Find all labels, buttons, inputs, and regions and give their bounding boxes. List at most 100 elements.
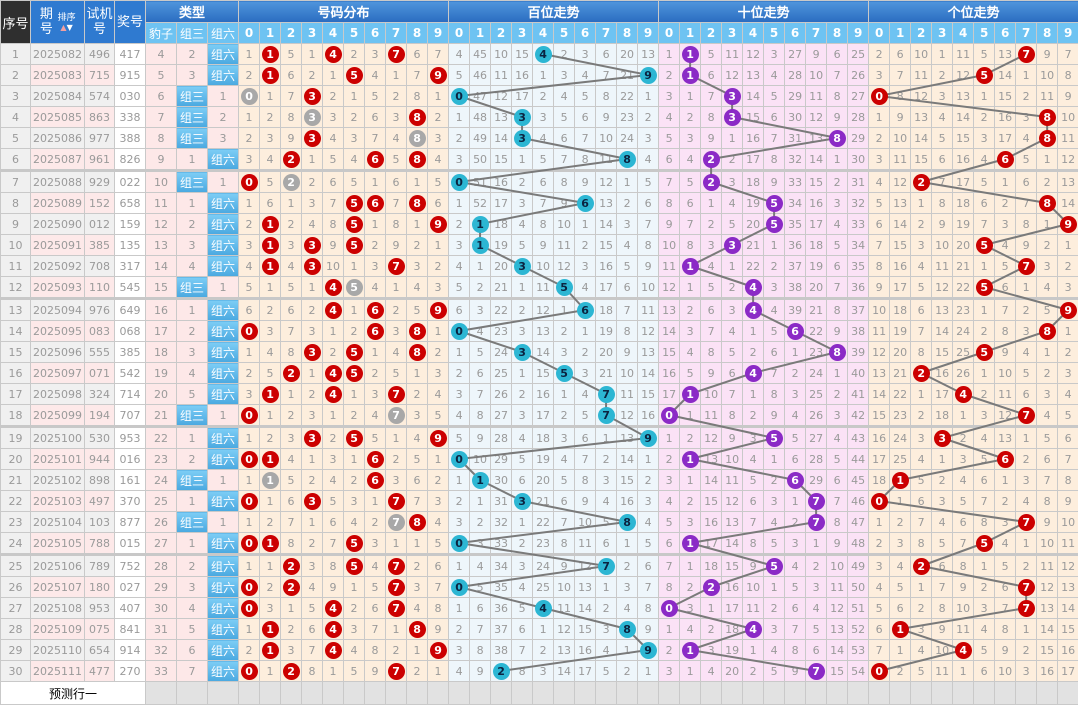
predict-cell[interactable] <box>470 682 491 705</box>
hundreds-cell: 4 <box>617 235 638 256</box>
units-cell: 10 <box>1058 512 1078 533</box>
dist-cell: 3 <box>239 235 260 256</box>
dist-cell: 5 <box>344 427 365 449</box>
predict-cell[interactable] <box>743 682 764 705</box>
hundreds-cell: 7 <box>533 193 554 214</box>
tens-cell: 5 <box>764 533 785 555</box>
predict-cell[interactable] <box>575 682 596 705</box>
dist-cell: 5 <box>428 405 449 427</box>
hundreds-cell: 18 <box>533 427 554 449</box>
predict-cell[interactable] <box>701 682 722 705</box>
predict-cell[interactable] <box>827 682 848 705</box>
predict-cell[interactable] <box>848 682 869 705</box>
predict-cell[interactable] <box>491 682 512 705</box>
tens-cell: 1 <box>680 449 701 470</box>
predict-cell[interactable] <box>659 682 680 705</box>
tens-digit-header: 6 <box>785 23 806 44</box>
predict-cell[interactable] <box>146 682 177 705</box>
predict-cell[interactable] <box>890 682 911 705</box>
prize-number-cell: 370 <box>115 491 146 512</box>
dist-cell: 4 <box>260 149 281 171</box>
predict-cell[interactable] <box>386 682 407 705</box>
period-header-label: 期号 <box>39 7 53 37</box>
test-number-cell: 944 <box>85 449 115 470</box>
units-cell: 2 <box>869 533 890 555</box>
units-cell: 15 <box>995 86 1016 107</box>
predict-cell[interactable] <box>302 682 323 705</box>
predict-cell[interactable] <box>722 682 743 705</box>
tens-cell: 1 <box>680 555 701 577</box>
tens-cell: 12 <box>743 44 764 65</box>
hundreds-cell: 13 <box>533 321 554 342</box>
predict-cell[interactable] <box>177 682 208 705</box>
tens-cell: 36 <box>785 235 806 256</box>
type-omission-cell: 1 <box>208 86 239 107</box>
predict-cell[interactable] <box>617 682 638 705</box>
predict-cell[interactable] <box>764 682 785 705</box>
predict-cell[interactable] <box>344 682 365 705</box>
units-cell: 6 <box>911 299 932 321</box>
units-cell: 1 <box>869 107 890 128</box>
predict-cell[interactable] <box>260 682 281 705</box>
predict-cell[interactable] <box>323 682 344 705</box>
units-cell: 4 <box>953 640 974 661</box>
predict-cell[interactable] <box>1037 682 1058 705</box>
tens-cell: 2 <box>785 512 806 533</box>
predict-cell[interactable] <box>1016 682 1037 705</box>
predict-cell[interactable] <box>596 682 617 705</box>
hundreds-cell: 1 <box>512 363 533 384</box>
dist-cell: 5 <box>323 491 344 512</box>
predict-cell[interactable] <box>365 682 386 705</box>
predict-cell[interactable] <box>1058 682 1078 705</box>
predict-cell[interactable] <box>974 682 995 705</box>
predict-cell[interactable] <box>208 682 239 705</box>
predict-cell[interactable] <box>995 682 1016 705</box>
units-cell: 4 <box>869 577 890 598</box>
predict-cell[interactable] <box>680 682 701 705</box>
units-cell: 6 <box>1016 171 1037 193</box>
hundreds-cell: 8 <box>575 470 596 491</box>
tens-cell: 3 <box>680 598 701 619</box>
predict-cell[interactable] <box>512 682 533 705</box>
hundreds-cell: 6 <box>575 193 596 214</box>
tens-digit-header: 5 <box>764 23 785 44</box>
sort-down-icon[interactable]: ▼ <box>67 23 73 32</box>
units-cell: 10 <box>1058 107 1078 128</box>
predict-cell[interactable] <box>806 682 827 705</box>
sort-control[interactable]: 排序 ▲▼ <box>58 13 76 32</box>
predict-cell[interactable] <box>638 682 659 705</box>
predict-cell[interactable] <box>911 682 932 705</box>
units-ball: 8 <box>1039 130 1056 147</box>
dist-cell: 5 <box>260 363 281 384</box>
period-cell: 2025088 <box>31 171 85 193</box>
predict-cell[interactable] <box>239 682 260 705</box>
predict-cell[interactable] <box>281 682 302 705</box>
type-omission-cell: 25 <box>146 491 177 512</box>
hundreds-cell: 10 <box>491 44 512 65</box>
type-hit-cell: 组六 <box>208 640 239 661</box>
hundreds-ball: 1 <box>472 472 489 489</box>
predict-cell[interactable] <box>953 682 974 705</box>
dist-cell: 1 <box>260 470 281 491</box>
predict-cell[interactable] <box>869 682 890 705</box>
dist-cell: 9 <box>386 235 407 256</box>
units-cell: 5 <box>932 128 953 149</box>
hundreds-cell: 2 <box>449 619 470 640</box>
predict-cell[interactable] <box>449 682 470 705</box>
prize-number-cell: 338 <box>115 107 146 128</box>
predict-cell[interactable] <box>428 682 449 705</box>
tens-cell: 54 <box>848 661 869 682</box>
period-header[interactable]: 期号 排序 ▲▼ <box>31 1 85 44</box>
units-cell: 2 <box>911 363 932 384</box>
period-cell: 2025083 <box>31 65 85 86</box>
predict-cell[interactable] <box>554 682 575 705</box>
hundreds-cell: 9 <box>638 256 659 277</box>
predict-cell[interactable] <box>785 682 806 705</box>
dist-ball: 5 <box>346 558 363 575</box>
predict-cell[interactable] <box>407 682 428 705</box>
dist-ball: 1 <box>262 451 279 468</box>
predict-cell[interactable] <box>932 682 953 705</box>
dist-cell: 1 <box>281 193 302 214</box>
predict-cell[interactable] <box>533 682 554 705</box>
